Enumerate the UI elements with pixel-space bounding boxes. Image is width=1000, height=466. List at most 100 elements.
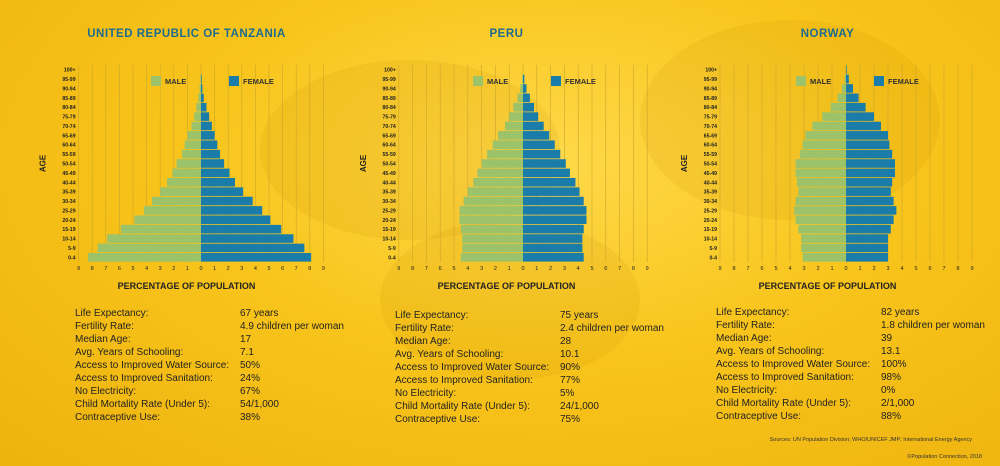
female-bar (846, 159, 895, 168)
age-tick-label: 80-84 (383, 105, 396, 111)
female-bar (846, 131, 888, 140)
age-tick-label: 85-89 (383, 96, 396, 102)
stat-label: Access to Improved Sanitation: (75, 373, 213, 384)
female-bar (846, 74, 849, 84)
stat-value: 39 (881, 333, 893, 344)
stat-row: Avg. Years of Schooling: 13.1 (716, 345, 991, 358)
female-bar (523, 140, 555, 150)
male-bar (520, 84, 523, 93)
age-tick-label: 45-49 (62, 171, 75, 177)
stat-label: Access to Improved Sanitation: (395, 375, 533, 386)
x-tick-label: 9 (718, 266, 721, 272)
stat-value: 1.8 children per woman (881, 320, 985, 331)
stat-value: 75 years (560, 310, 599, 321)
female-bar (846, 243, 888, 253)
x-tick-label: 9 (77, 266, 80, 272)
stat-row: Avg. Years of Schooling: 7.1 (75, 346, 350, 359)
norway-panel: NORWAY 0-4 5-9 10-14 15-19 20-24 25-29 30-34 35… (661, 0, 994, 466)
stat-row: Child Mortality Rate (Under 5): 2/1,000 (716, 397, 991, 410)
female-bar (846, 121, 881, 131)
x-tick-label: 2 (494, 266, 497, 272)
stat-value: 10.1 (560, 349, 580, 360)
stat-value: 75% (560, 414, 581, 425)
x-tick-label: 1 (508, 266, 511, 272)
female-bar (846, 140, 890, 150)
age-tick-label: 90-94 (704, 86, 717, 92)
male-bar (191, 121, 201, 131)
x-tick-label: 0 (199, 266, 202, 272)
stat-value: 7.1 (240, 347, 254, 358)
stat-label: Contraceptive Use: (716, 411, 802, 422)
x-tick-label: 8 (732, 266, 735, 272)
x-tick-label: 2 (227, 266, 230, 272)
female-bar (523, 74, 525, 84)
age-tick-label: 20-24 (62, 218, 75, 224)
age-tick-label: 65-69 (62, 133, 75, 139)
male-bar (97, 243, 201, 253)
x-tick-label: 8 (91, 266, 94, 272)
female-bar (846, 93, 859, 103)
male-bar (822, 112, 846, 121)
female-bar (523, 102, 535, 112)
x-tick-label: 5 (774, 266, 777, 272)
x-tick-label: 1 (535, 266, 538, 272)
x-tick-label: 0 (521, 266, 524, 272)
stat-value: 90% (560, 362, 581, 373)
stat-label: Fertility Rate: (716, 320, 775, 331)
legend-label-male: MALE (487, 77, 508, 86)
male-bar (844, 74, 846, 84)
stat-label: Access to Improved Water Source: (75, 360, 230, 371)
x-tick-label: 9 (322, 266, 325, 272)
female-bar (846, 149, 893, 159)
x-tick-label: 3 (802, 266, 805, 272)
age-tick-label: 30-34 (62, 199, 75, 205)
stat-value: 17 (240, 334, 252, 345)
male-bar (830, 102, 846, 112)
age-tick-label: 85-89 (62, 96, 75, 102)
female-bar (846, 253, 888, 262)
male-bar (517, 93, 523, 103)
x-tick-label: 2 (172, 266, 175, 272)
female-bar (523, 149, 561, 159)
age-tick-label: 0-4 (388, 255, 396, 261)
age-tick-label: 65-69 (704, 133, 717, 139)
age-tick-label: 5-9 (710, 246, 718, 252)
male-bar (459, 215, 523, 225)
male-bar (797, 177, 846, 187)
age-tick-label: 70-74 (704, 124, 717, 130)
age-tick-label: 75-79 (62, 115, 75, 121)
stat-value: 13.1 (881, 346, 901, 357)
chart-title: NORWAY (800, 28, 855, 40)
female-bar (201, 187, 244, 196)
male-bar (477, 168, 523, 178)
x-tick-label: 6 (928, 266, 931, 272)
y-axis-title: AGE (680, 154, 689, 172)
stat-value: 38% (240, 412, 261, 423)
age-tick-label: 15-19 (383, 227, 396, 233)
x-tick-label: 3 (480, 266, 483, 272)
female-bar (523, 159, 566, 168)
female-bar (201, 131, 215, 140)
female-bar (201, 149, 221, 159)
female-bar (201, 215, 271, 225)
age-tick-label: 40-44 (704, 180, 717, 186)
male-bar (799, 149, 846, 159)
female-bar (201, 168, 230, 178)
age-tick-label: 5-9 (68, 246, 76, 252)
stat-row: Fertility Rate: 1.8 children per woman (716, 319, 991, 332)
male-bar (194, 112, 201, 121)
x-tick-label: 7 (942, 266, 945, 272)
age-tick-label: 100+ (64, 68, 76, 74)
stat-label: Avg. Years of Schooling: (716, 346, 825, 357)
stat-label: Child Mortality Rate (Under 5): (75, 399, 211, 410)
female-bar (201, 93, 204, 103)
female-bar (201, 84, 203, 93)
age-tick-label: 55-59 (383, 152, 396, 158)
male-bar (505, 121, 523, 131)
male-bar (460, 253, 523, 262)
age-tick-label: 70-74 (383, 124, 396, 130)
male-bar (463, 196, 523, 206)
stat-row: Life Expectancy: 82 years (716, 306, 991, 319)
x-tick-label: 2 (816, 266, 819, 272)
female-bar (523, 243, 583, 253)
